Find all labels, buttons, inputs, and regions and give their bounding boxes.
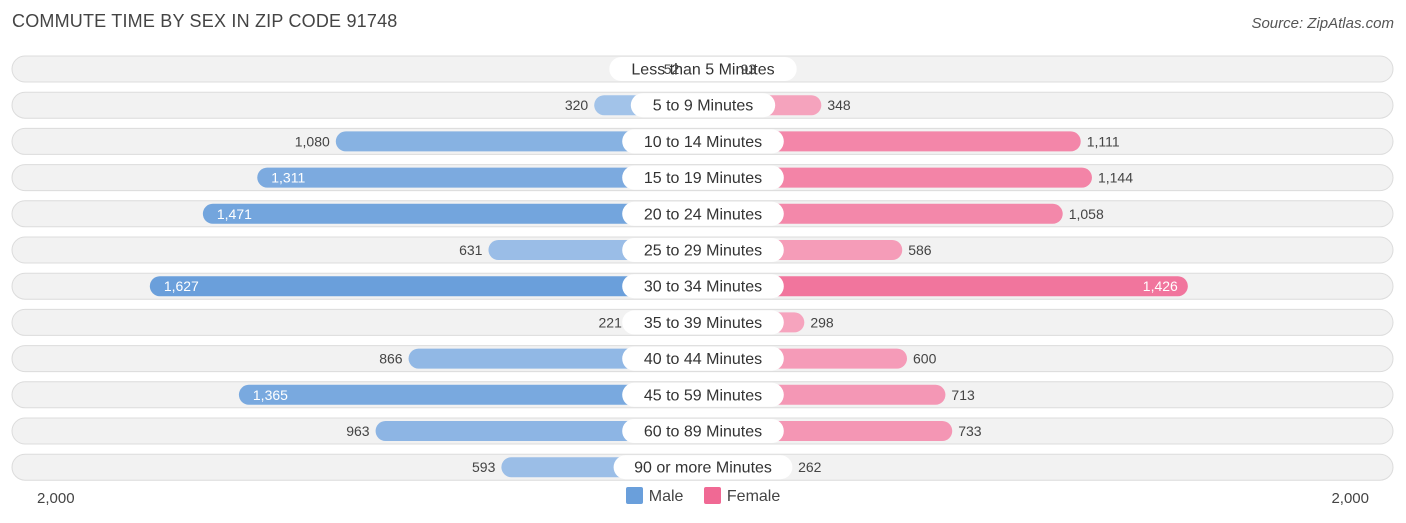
bar-male [257, 167, 713, 188]
chart-title: COMMUTE TIME BY SEX IN ZIP CODE 91748 [12, 11, 398, 31]
category-label-bg [622, 238, 784, 262]
legend-item-male: Male [625, 487, 684, 506]
female-value-label: 733 [958, 423, 982, 439]
female-value-label: 1,426 [1143, 278, 1178, 294]
category-label: 60 to 89 Minutes [644, 424, 762, 441]
category-label: 5 to 9 Minutes [653, 98, 754, 115]
male-value-label: 221 [599, 314, 623, 330]
legend-swatch-male [625, 487, 643, 504]
female-value-label: 298 [810, 314, 834, 330]
category-label-bg [622, 346, 784, 371]
male-value-label: 1,080 [295, 133, 330, 149]
axis-right-label: 2,000 [1331, 490, 1369, 507]
category-label: Less than 5 Minutes [631, 62, 774, 79]
male-value-label: 320 [565, 97, 589, 113]
male-value-label: 1,471 [217, 206, 252, 222]
category-label-bg [622, 310, 784, 335]
male-value-label: 1,365 [253, 387, 288, 403]
category-label: 40 to 44 Minutes [644, 351, 762, 368]
bar-female [693, 167, 1092, 188]
category-label-bg [622, 382, 784, 407]
bar-female [693, 131, 1081, 152]
bar-male [202, 203, 714, 224]
male-value-label: 52 [664, 61, 680, 77]
male-value-label: 1,311 [271, 170, 305, 186]
category-label-bg [622, 201, 784, 226]
bar-female [693, 276, 1188, 297]
male-value-label: 866 [379, 351, 403, 367]
bar-male [335, 131, 713, 152]
category-label: 10 to 14 Minutes [644, 134, 762, 151]
bar-female [693, 203, 1063, 224]
female-value-label: 93 [741, 61, 757, 77]
axis-left-label: 2,000 [37, 490, 75, 507]
legend-label-male: Male [648, 488, 684, 505]
female-value-label: 1,144 [1098, 170, 1133, 186]
category-label-bg [630, 93, 776, 118]
category-label: 90 or more Minutes [634, 460, 772, 477]
category-label-bg [622, 419, 784, 443]
legend-item-female: Female [703, 487, 781, 506]
bar-male [238, 384, 713, 405]
category-label-bg [622, 274, 784, 299]
legend-label-female: Female [726, 488, 781, 505]
category-label-bg [622, 129, 784, 154]
male-value-label: 963 [346, 423, 370, 439]
male-value-label: 631 [459, 242, 483, 258]
source-label: Source: ZipAtlas.com [1251, 15, 1394, 32]
category-label: 25 to 29 Minutes [644, 243, 762, 260]
female-value-label: 586 [908, 242, 932, 258]
category-label: 15 to 19 Minutes [644, 170, 762, 187]
male-value-label: 1,627 [164, 278, 199, 294]
category-label-bg [622, 165, 784, 190]
bar-male [149, 276, 713, 297]
category-label: 30 to 34 Minutes [644, 279, 762, 296]
category-label: 20 to 24 Minutes [644, 206, 762, 223]
category-label: 35 to 39 Minutes [644, 315, 762, 332]
legend: Male Female [0, 487, 1406, 506]
female-value-label: 1,111 [1087, 133, 1120, 149]
category-label: 45 to 59 Minutes [644, 387, 762, 404]
category-label-bg [613, 455, 793, 480]
category-label-bg [609, 57, 797, 81]
female-value-label: 1,058 [1069, 206, 1104, 222]
female-value-label: 713 [951, 387, 975, 403]
female-value-label: 262 [798, 459, 822, 475]
female-value-label: 600 [913, 351, 937, 367]
legend-swatch-female [703, 487, 721, 504]
male-value-label: 593 [472, 459, 496, 475]
female-value-label: 348 [827, 97, 851, 113]
